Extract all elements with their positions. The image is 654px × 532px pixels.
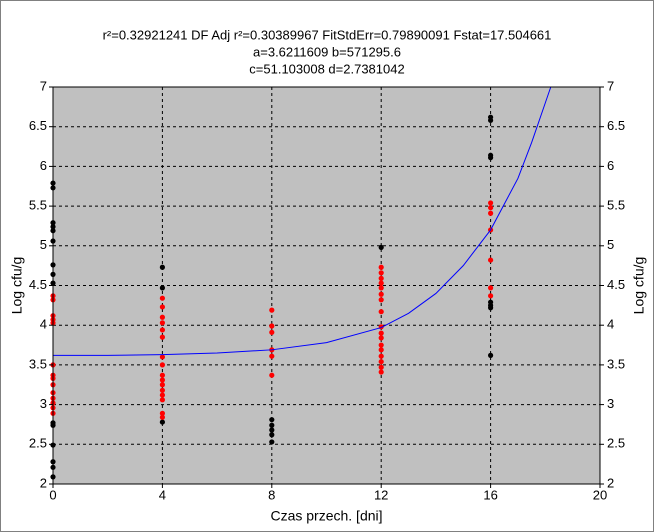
point [159, 264, 165, 270]
y-tick-label: 4.5 [29, 277, 47, 292]
title-block: r²=0.32921241 DF Adj r²=0.30389967 FitSt… [103, 27, 552, 76]
point [269, 427, 275, 433]
y2-tick-label: 5 [607, 237, 614, 252]
y-tick-label: 3 [40, 396, 47, 411]
point [378, 264, 384, 270]
point [378, 347, 384, 353]
y2-tick-label: 7 [607, 78, 614, 93]
point [488, 352, 494, 358]
point [269, 432, 275, 438]
point [159, 387, 165, 393]
y-tick-label: 2 [40, 475, 47, 490]
point [378, 335, 384, 341]
y2-tick-label: 2 [607, 475, 614, 490]
point [378, 359, 384, 365]
x-tick-label: 20 [593, 487, 607, 502]
y2-tick-label: 4 [607, 317, 614, 332]
fit-curve [53, 86, 552, 356]
point [159, 320, 165, 326]
point [378, 353, 384, 359]
point [159, 295, 165, 301]
point [159, 354, 165, 360]
point [488, 293, 494, 299]
point [269, 353, 275, 359]
title-line: c=51.103008 d=2.7381042 [249, 61, 404, 76]
marks [50, 86, 552, 480]
point [159, 362, 165, 368]
point [378, 244, 384, 250]
x-tick-label: 16 [483, 487, 497, 502]
point [488, 155, 494, 161]
y-tick-label: 3.5 [29, 356, 47, 371]
y-tick-label: 5 [40, 237, 47, 252]
point [159, 392, 165, 398]
point [378, 285, 384, 291]
point [159, 304, 165, 310]
point [159, 382, 165, 388]
y-tick-label: 6.5 [29, 118, 47, 133]
y2-tick-label: 3.5 [607, 356, 625, 371]
point [159, 377, 165, 383]
x-tick-label: 12 [374, 487, 388, 502]
point [378, 280, 384, 286]
point [159, 327, 165, 333]
y-tick-label: 4 [40, 317, 47, 332]
point [269, 417, 275, 423]
point [378, 297, 384, 303]
y2-tick-label: 4.5 [607, 277, 625, 292]
y-tick-label: 6 [40, 158, 47, 173]
y2-tick-label: 6.5 [607, 118, 625, 133]
point [159, 397, 165, 403]
point [378, 330, 384, 336]
y2-tick-label: 3 [607, 396, 614, 411]
title-line: a=3.6211609 b=571295.6 [253, 44, 401, 59]
point [159, 314, 165, 320]
y-tick-label: 7 [40, 78, 47, 93]
title-line: r²=0.32921241 DF Adj r²=0.30389967 FitSt… [103, 27, 552, 42]
point [269, 422, 275, 428]
y-tick-label: 5.5 [29, 198, 47, 213]
y-axis-label: Log cfu/g [9, 257, 25, 315]
point [378, 364, 384, 370]
point [269, 329, 275, 335]
point [378, 369, 384, 375]
point [378, 270, 384, 276]
x-tick-label: 4 [159, 487, 166, 502]
y2-tick-label: 5.5 [607, 198, 625, 213]
y-tick-label: 2.5 [29, 436, 47, 451]
x-axis-label: Czas przech. [dni] [270, 508, 382, 524]
point [488, 205, 494, 211]
point [488, 200, 494, 206]
point [269, 307, 275, 313]
point [488, 305, 494, 311]
x-tick-label: 8 [268, 487, 275, 502]
y2-axis-label: Log cfu/g [631, 257, 647, 315]
point [488, 285, 494, 291]
point [159, 410, 165, 416]
y2-tick-label: 6 [607, 158, 614, 173]
point [159, 334, 165, 340]
point [488, 117, 494, 123]
point [378, 309, 384, 315]
point [159, 372, 165, 378]
labels: 0 4 8 12 16 2022.533.544.555.566.5722.533.544… [9, 78, 647, 523]
point [378, 275, 384, 281]
point [378, 342, 384, 348]
point [488, 257, 494, 263]
x-tick-label: 0 [49, 487, 56, 502]
y2-tick-label: 2.5 [607, 436, 625, 451]
point [159, 414, 165, 420]
point [269, 323, 275, 329]
point [269, 439, 275, 445]
point [269, 372, 275, 378]
point [159, 285, 165, 291]
point [488, 210, 494, 216]
point [159, 419, 165, 425]
point [378, 291, 384, 297]
